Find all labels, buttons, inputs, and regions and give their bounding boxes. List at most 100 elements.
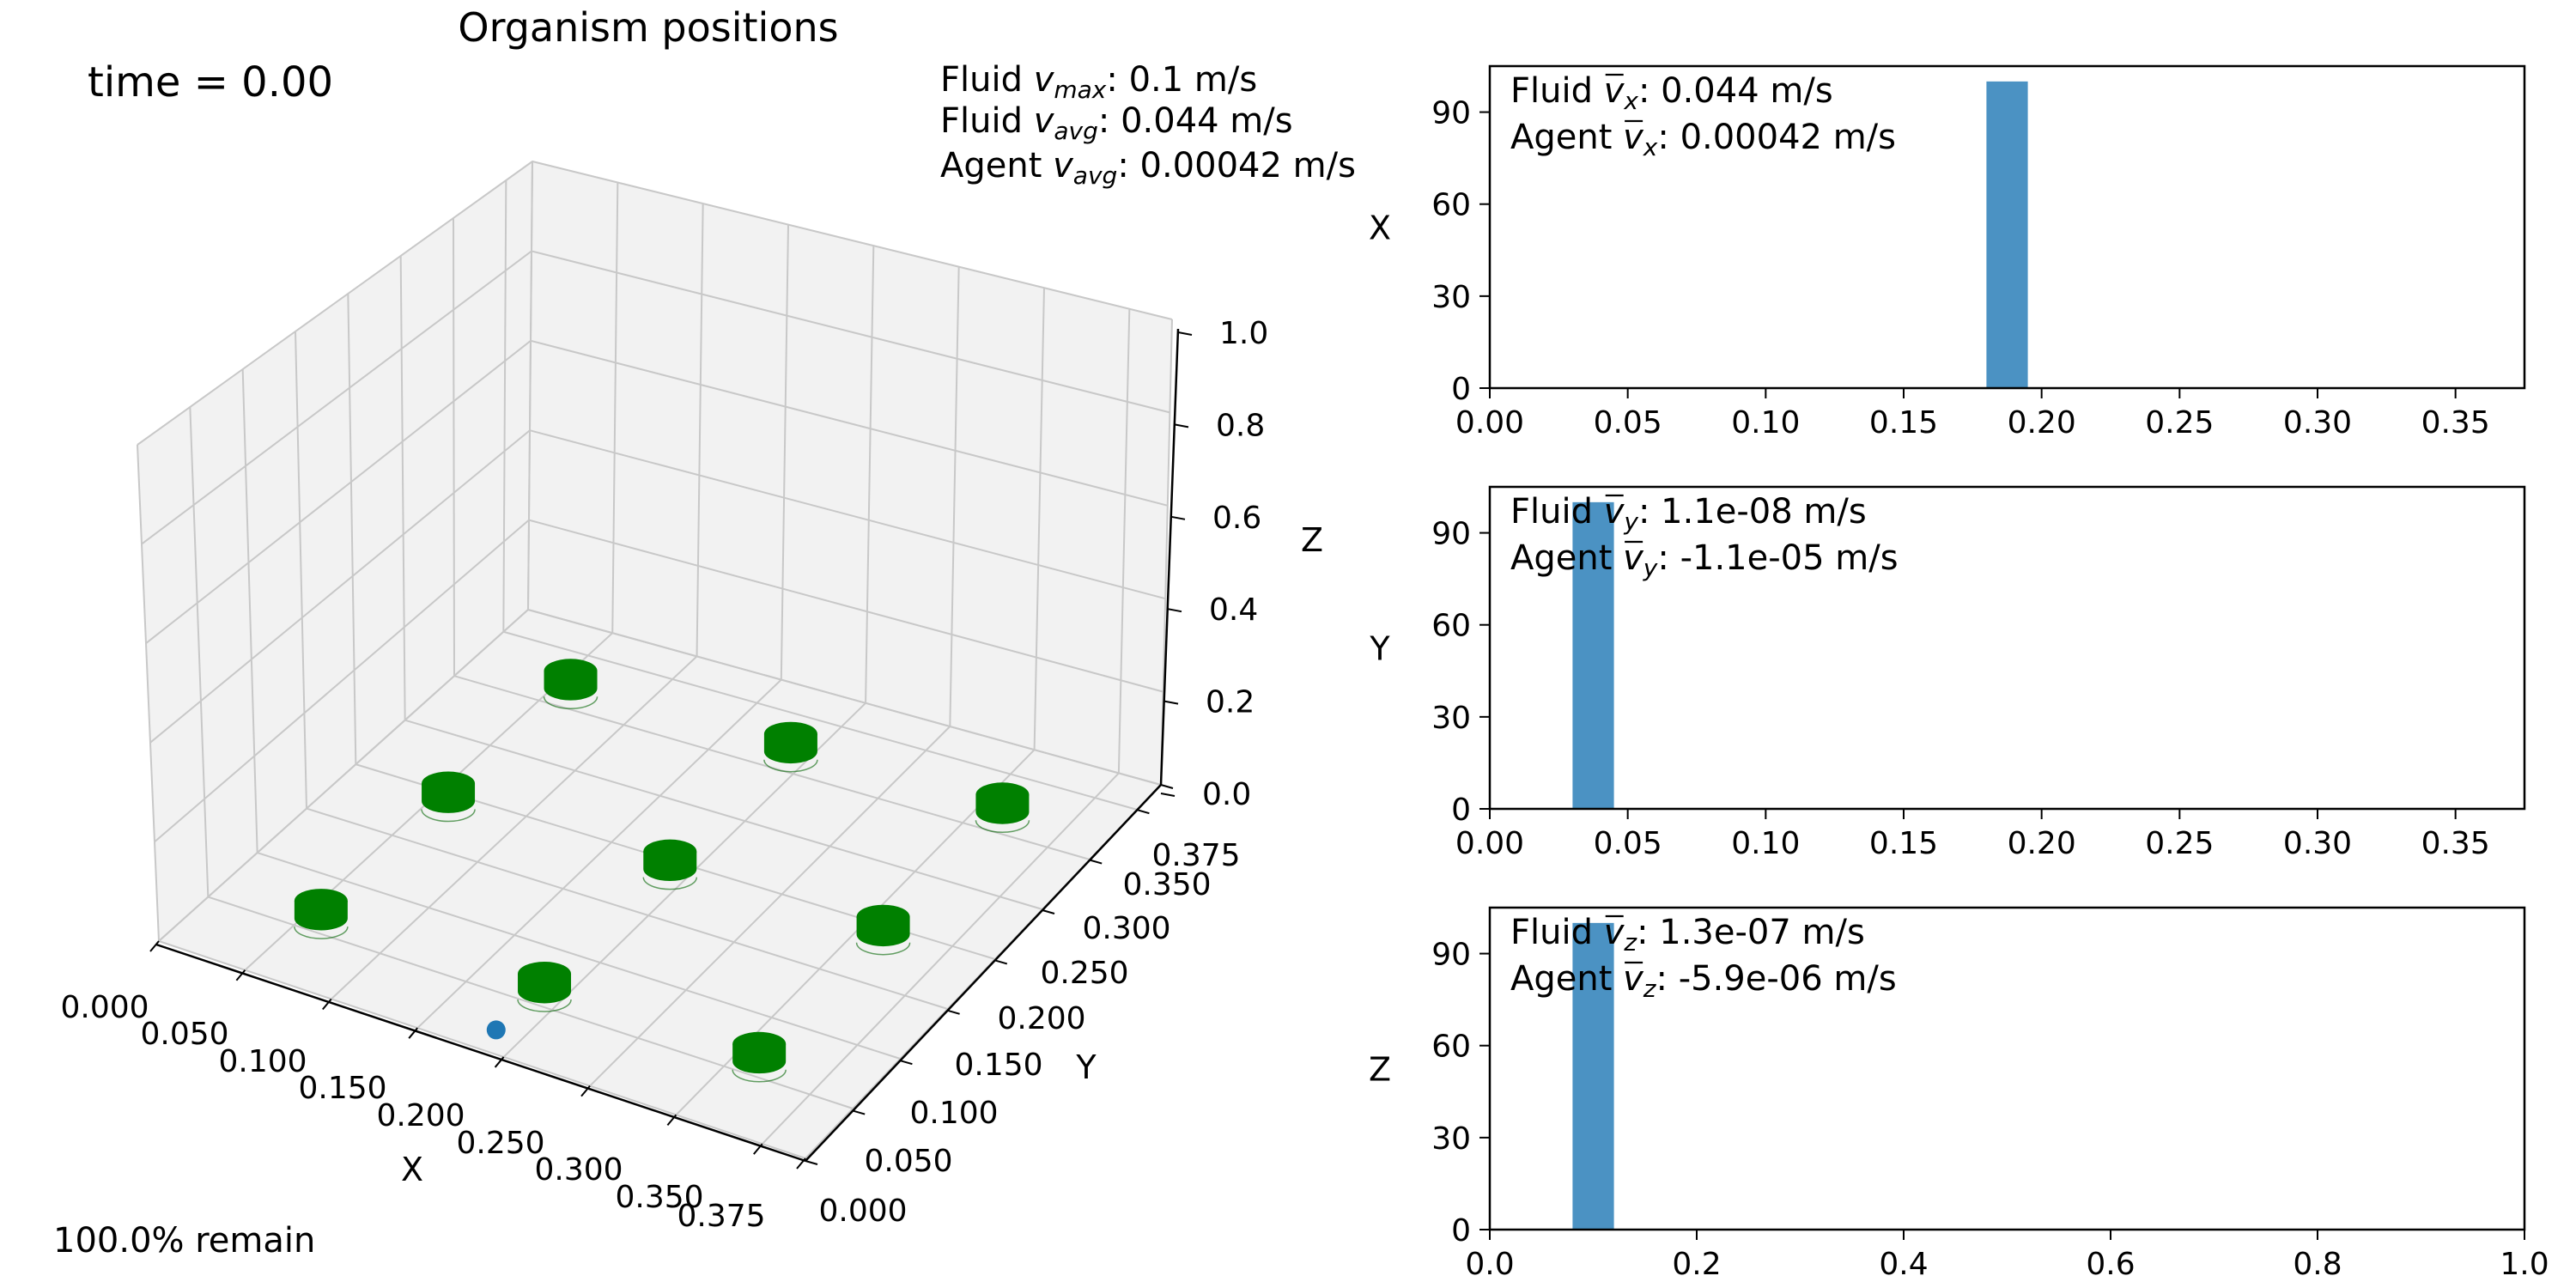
hist-xtick-label: 0.0 — [1465, 1247, 1514, 1282]
hist-xtick-label: 0.00 — [1455, 826, 1524, 861]
left-grid-y — [399, 255, 406, 720]
z-tick-label: 0.4 — [1209, 592, 1258, 628]
hist-bar — [1572, 922, 1614, 1230]
hist-ytick-label: 0 — [1451, 1213, 1471, 1249]
y-tick-label: 0.200 — [997, 1001, 1085, 1036]
agent-mean-label: Agent vy: -1.1e-05 m/s — [1510, 538, 1899, 582]
left-grid-y — [241, 368, 258, 854]
left-grid-y — [453, 217, 455, 677]
y-tick-mark — [994, 959, 1008, 965]
back-grid-x — [1117, 308, 1131, 774]
hist-frame — [1488, 906, 2526, 1231]
x-tick-mark — [322, 998, 332, 1011]
floor-grid-y — [158, 940, 806, 1159]
hist-xtick-label: 0.35 — [2421, 826, 2490, 861]
z-tick-mark — [1170, 515, 1186, 520]
y-tick-mark — [805, 1160, 818, 1165]
hist-ytick-label: 60 — [1431, 1030, 1471, 1065]
hist-ylabel: X — [1369, 210, 1391, 247]
floor-grid-x — [331, 655, 698, 1000]
left-grid-y — [347, 293, 357, 765]
y-axis-line — [805, 784, 1162, 1162]
hist-xtick-label: 0.05 — [1594, 826, 1662, 861]
y-tick-mark — [900, 1060, 913, 1066]
hist-xtick-label: 0.4 — [1879, 1247, 1928, 1282]
histogram-x: 0.00 0.05 0.10 0.15 0.20 0.25 0.30 0.35 0 30 60 90 X… — [1369, 64, 2526, 440]
hist-ytick-label: 60 — [1431, 609, 1471, 644]
z-tick-label: 0.8 — [1216, 408, 1265, 443]
floor-grid-x — [762, 772, 1120, 1145]
y-tick-mark — [1160, 784, 1174, 789]
hist-frame — [1488, 64, 2526, 390]
hist-xtick-label: 0.10 — [1731, 405, 1800, 440]
left-grid-y — [295, 331, 307, 809]
hist-xtick-label: 0.15 — [1869, 826, 1938, 861]
hist-xtick-label: 1.0 — [2500, 1247, 2549, 1282]
x-axis-label: X — [401, 1151, 423, 1188]
z-grid — [137, 160, 1173, 446]
hist-xtick-label: 0.15 — [1869, 405, 1938, 440]
hist-ytick-label: 0 — [1451, 793, 1471, 828]
z-tick-mark — [1160, 793, 1176, 797]
x-tick-mark — [149, 940, 160, 952]
hist-xtick-label: 0.2 — [1672, 1247, 1721, 1282]
hist-ytick-label: 30 — [1431, 701, 1471, 736]
y-tick-label: 0.250 — [1040, 956, 1128, 991]
x-axis-line — [155, 943, 806, 1163]
y-axis-label: Y — [1075, 1048, 1097, 1086]
scatter3d-plot: 0.0000.0500.1000.1500.2000.2500.3000.350… — [60, 160, 1323, 1234]
back-grid-x — [1033, 288, 1045, 750]
hist-bar — [1986, 81, 2028, 388]
y-tick-mark — [1089, 859, 1103, 865]
cylinder-obstacle — [543, 659, 598, 709]
hist-xtick-label: 0.20 — [2008, 405, 2076, 440]
z-grid — [149, 429, 1166, 744]
x-tick-label: 0.200 — [376, 1098, 465, 1133]
cylinder-obstacle — [855, 904, 911, 956]
y-tick-mark — [852, 1109, 866, 1115]
hist-xtick-label: 0.20 — [2008, 826, 2076, 861]
back-grid-x — [611, 182, 619, 634]
back-grid-x — [949, 266, 960, 727]
hist-ytick-label: 0 — [1451, 372, 1471, 407]
floor-grid-y — [257, 852, 901, 1060]
y-tick-label: 0.050 — [864, 1144, 952, 1179]
hist-ylabel: Y — [1369, 630, 1390, 668]
fluid-vmax-label: Fluid vmax: 0.1 m/s — [940, 60, 1257, 104]
left-grid-y — [502, 179, 507, 632]
x-tick-mark — [796, 1157, 806, 1170]
hist-xtick-label: 0.35 — [2421, 405, 2490, 440]
y-tick-label: 0.375 — [1151, 838, 1240, 873]
left-grid-y — [527, 161, 533, 611]
left-grid-y — [137, 444, 160, 942]
hist-xtick-label: 0.25 — [2145, 826, 2214, 861]
y-tick-label: 0.350 — [1122, 867, 1211, 902]
floor-grid-y — [306, 807, 948, 1010]
hist-ytick-label: 90 — [1431, 938, 1471, 973]
x-tick-mark — [408, 1027, 418, 1039]
y-tick-label: 0.100 — [909, 1096, 998, 1131]
y-tick-label: 0.150 — [954, 1048, 1042, 1083]
x-tick-label: 0.100 — [218, 1044, 307, 1079]
x-tick-label: 0.375 — [677, 1199, 765, 1234]
hist-xtick-label: 0.30 — [2283, 826, 2352, 861]
cylinder-obstacle — [975, 782, 1030, 834]
x-tick-label: 0.150 — [298, 1071, 386, 1106]
floor-grid-y — [503, 630, 1138, 811]
floor-grid-y — [404, 719, 1043, 910]
cylinder-obstacle — [294, 889, 349, 939]
z-grid — [141, 250, 1170, 545]
x-tick-mark — [753, 1143, 763, 1155]
z-grid — [158, 608, 1162, 942]
cylinder-obstacle — [517, 962, 572, 1012]
cylinder-obstacle — [763, 721, 818, 773]
back-grid-x — [780, 224, 789, 680]
y-tick-label: 0.000 — [818, 1194, 907, 1229]
back-grid-x — [865, 246, 875, 703]
y-tick-mark — [1042, 909, 1055, 914]
hist-xtick-label: 0.8 — [2293, 1247, 2342, 1282]
floor-grid-y — [208, 896, 854, 1109]
x-tick-mark — [666, 1114, 677, 1127]
fluid-mean-label: Fluid vy: 1.1e-08 m/s — [1510, 492, 1867, 536]
